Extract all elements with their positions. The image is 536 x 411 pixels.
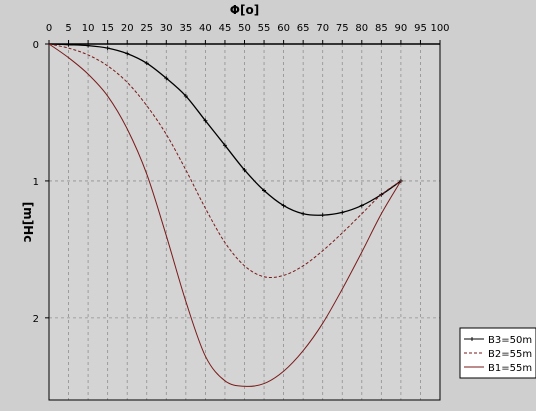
x-tick-label: 30 — [160, 23, 173, 34]
series-point-1 — [242, 167, 247, 172]
legend-label-3: B1=55m — [488, 363, 532, 374]
x-tick-label: 15 — [101, 23, 114, 34]
series-line-3 — [48, 43, 402, 387]
series-point-1 — [144, 61, 149, 66]
x-tick-label: 75 — [336, 23, 349, 34]
series-point-1 — [301, 211, 306, 216]
x-tick-label: 95 — [414, 23, 427, 34]
x-tick-label: 70 — [316, 23, 329, 34]
series-point-1 — [164, 76, 169, 81]
series-point-1 — [262, 188, 267, 193]
series-point-1 — [203, 118, 208, 123]
x-tick-label: 55 — [258, 23, 271, 34]
legend-box — [459, 327, 536, 379]
series-point-1 — [66, 42, 71, 47]
series-line-2 — [48, 43, 402, 279]
x-axis-title: Φ[o] — [230, 3, 259, 17]
series-point-1 — [125, 51, 130, 56]
legend-label-2: B2=55m — [488, 349, 532, 360]
x-tick-label: 10 — [82, 23, 95, 34]
x-tick-label: 20 — [121, 23, 134, 34]
x-tick-label: 65 — [297, 23, 310, 34]
y-tick-label: 2 — [33, 314, 39, 325]
series-point-1 — [320, 213, 325, 218]
x-tick-label: 80 — [355, 23, 368, 34]
x-tick-label: 25 — [140, 23, 153, 34]
series-point-1 — [281, 203, 286, 208]
y-tick-label: 1 — [33, 177, 39, 188]
x-tick-label: 35 — [179, 23, 192, 34]
x-tick-label: 100 — [430, 23, 449, 34]
x-tick-label: 60 — [277, 23, 290, 34]
series-point-1 — [340, 210, 345, 215]
x-tick-label: 40 — [199, 23, 212, 34]
y-axis-title: [m]Hc — [21, 202, 35, 243]
x-tick-label: 90 — [395, 23, 408, 34]
series-point-1 — [86, 43, 91, 48]
series-point-1 — [105, 46, 110, 51]
series-point-1 — [359, 203, 364, 208]
x-tick-label: 45 — [219, 23, 232, 34]
legend-label-1: B3=50m — [488, 335, 532, 346]
series-point-1 — [222, 143, 227, 148]
x-tick-label: 0 — [46, 23, 52, 34]
x-tick-label: 85 — [375, 23, 388, 34]
x-tick-label: 50 — [238, 23, 251, 34]
x-tick-label: 5 — [65, 23, 71, 34]
y-tick-label: 0 — [33, 40, 39, 51]
series-point-1 — [183, 94, 188, 99]
